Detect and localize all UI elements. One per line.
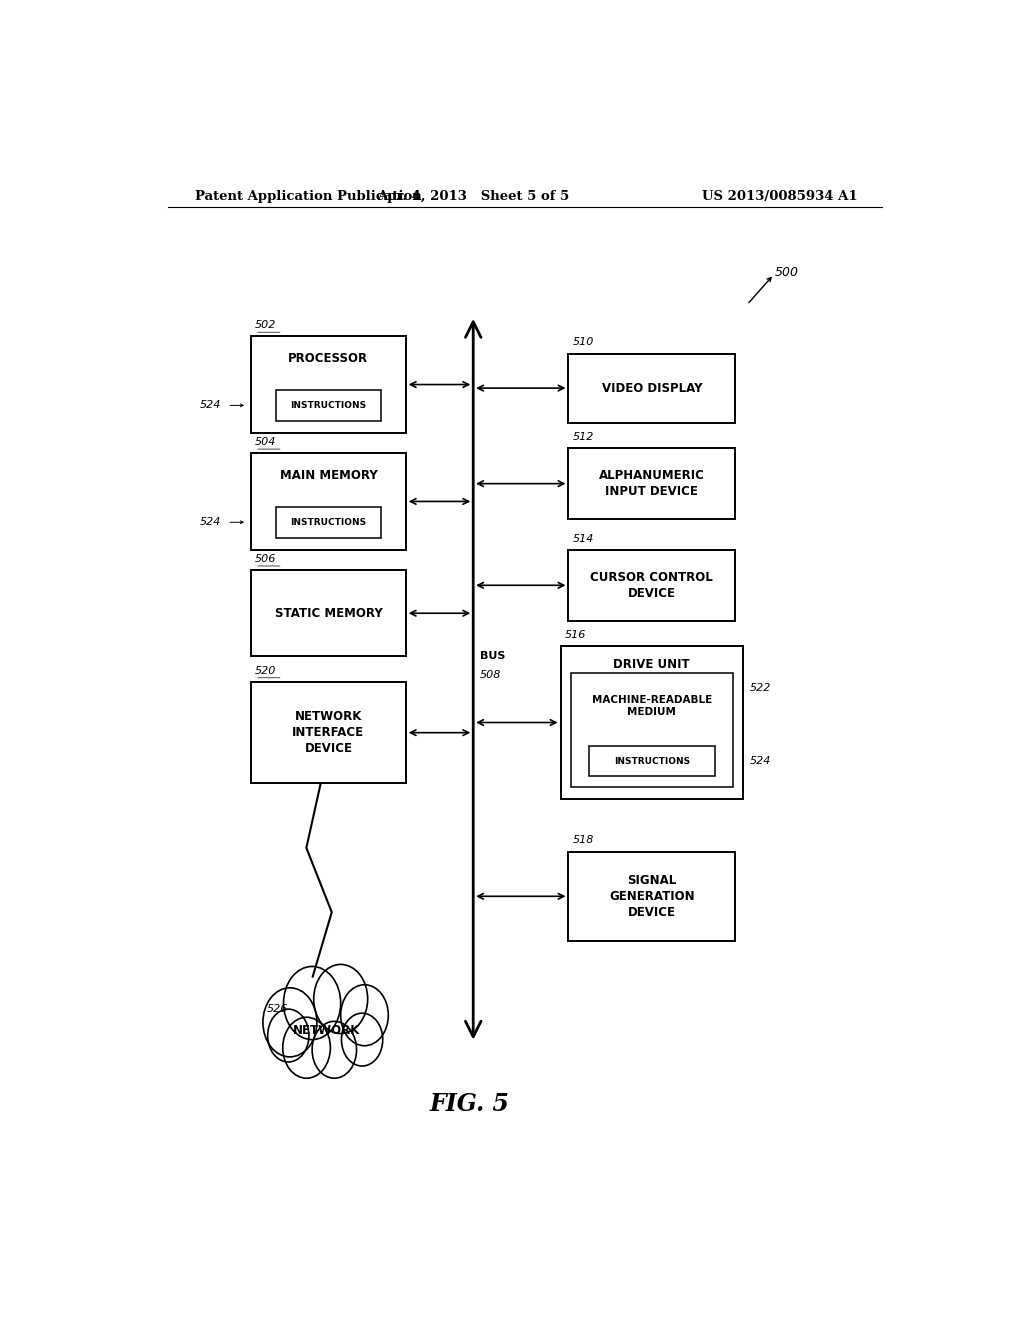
Circle shape bbox=[312, 1022, 356, 1078]
Text: 522: 522 bbox=[750, 682, 771, 693]
Bar bbox=[589, 746, 715, 776]
Text: 518: 518 bbox=[572, 836, 594, 846]
Circle shape bbox=[341, 1014, 383, 1067]
Text: NETWORK: NETWORK bbox=[293, 1024, 360, 1038]
Text: PROCESSOR: PROCESSOR bbox=[289, 352, 369, 366]
Text: 524: 524 bbox=[200, 517, 221, 527]
Text: CURSOR CONTROL
DEVICE: CURSOR CONTROL DEVICE bbox=[591, 570, 713, 599]
Text: INSTRUCTIONS: INSTRUCTIONS bbox=[291, 517, 367, 527]
Text: Apr. 4, 2013   Sheet 5 of 5: Apr. 4, 2013 Sheet 5 of 5 bbox=[377, 190, 569, 202]
Text: BUS: BUS bbox=[479, 652, 505, 661]
Bar bbox=[251, 570, 406, 656]
Bar bbox=[275, 507, 381, 537]
Text: 524: 524 bbox=[750, 756, 771, 766]
Text: 502: 502 bbox=[255, 321, 276, 330]
Text: 510: 510 bbox=[572, 338, 594, 347]
Text: 504: 504 bbox=[255, 437, 276, 447]
Text: VIDEO DISPLAY: VIDEO DISPLAY bbox=[601, 381, 702, 395]
Text: MACHINE-READABLE
MEDIUM: MACHINE-READABLE MEDIUM bbox=[592, 696, 712, 717]
Bar bbox=[568, 354, 735, 422]
Bar bbox=[251, 682, 406, 784]
Text: US 2013/0085934 A1: US 2013/0085934 A1 bbox=[702, 190, 858, 202]
Bar bbox=[251, 453, 406, 549]
Bar bbox=[568, 549, 735, 620]
Bar bbox=[560, 647, 743, 799]
Text: STATIC MEMORY: STATIC MEMORY bbox=[274, 607, 382, 619]
Text: 526: 526 bbox=[267, 1005, 288, 1014]
Text: 512: 512 bbox=[572, 432, 594, 442]
Text: 500: 500 bbox=[775, 265, 799, 279]
Bar bbox=[251, 337, 406, 433]
Circle shape bbox=[284, 966, 341, 1040]
Text: DRIVE UNIT: DRIVE UNIT bbox=[613, 659, 690, 671]
Text: 516: 516 bbox=[564, 630, 586, 640]
Text: MAIN MEMORY: MAIN MEMORY bbox=[280, 469, 377, 482]
Text: 520: 520 bbox=[255, 665, 276, 676]
Circle shape bbox=[313, 965, 368, 1034]
Text: ALPHANUMERIC
INPUT DEVICE: ALPHANUMERIC INPUT DEVICE bbox=[599, 469, 705, 498]
Text: 506: 506 bbox=[255, 554, 276, 564]
Text: SIGNAL
GENERATION
DEVICE: SIGNAL GENERATION DEVICE bbox=[609, 874, 694, 919]
Bar bbox=[568, 447, 735, 519]
Text: NETWORK
INTERFACE
DEVICE: NETWORK INTERFACE DEVICE bbox=[292, 710, 365, 755]
Text: 524: 524 bbox=[200, 400, 221, 411]
Bar bbox=[570, 673, 733, 787]
Circle shape bbox=[283, 1018, 331, 1078]
Bar bbox=[275, 391, 381, 421]
Text: 514: 514 bbox=[572, 533, 594, 544]
Circle shape bbox=[263, 987, 316, 1057]
Text: Patent Application Publication: Patent Application Publication bbox=[196, 190, 422, 202]
Text: 508: 508 bbox=[479, 669, 501, 680]
Text: INSTRUCTIONS: INSTRUCTIONS bbox=[613, 756, 690, 766]
Text: INSTRUCTIONS: INSTRUCTIONS bbox=[291, 401, 367, 411]
Circle shape bbox=[267, 1008, 309, 1063]
Bar bbox=[568, 851, 735, 941]
Text: FIG. 5: FIG. 5 bbox=[429, 1092, 509, 1115]
Circle shape bbox=[341, 985, 388, 1045]
